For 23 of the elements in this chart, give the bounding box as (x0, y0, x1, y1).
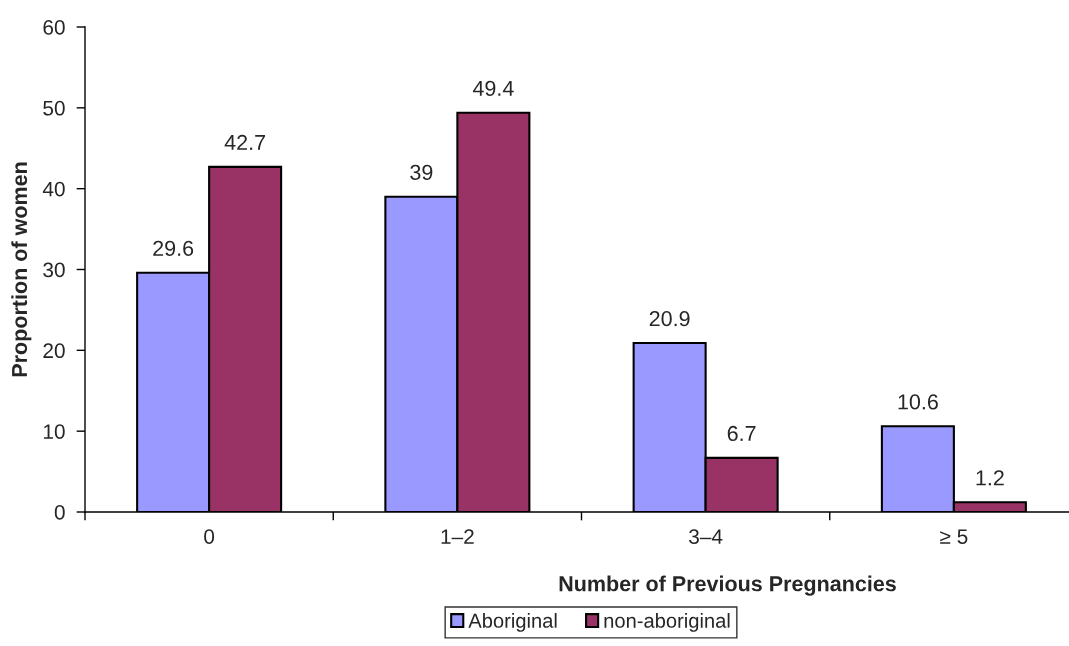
legend-label: non-aboriginal (604, 613, 730, 632)
data-label: 49.4 (472, 80, 514, 96)
y-tick-label: 20 (43, 343, 65, 359)
legend-label: Aboriginal (468, 613, 557, 632)
y-tick-label: 10 (43, 424, 65, 439)
data-label: 42.7 (224, 134, 265, 150)
y-tick-label: 40 (42, 181, 65, 197)
data-label: 1.2 (976, 470, 1004, 486)
data-label: 6.7 (727, 425, 756, 442)
x-tick-label: 1–2 (441, 529, 474, 544)
y-tick-label: 60 (43, 20, 65, 35)
y-tick-label: 30 (43, 262, 65, 278)
y-axis-title: Proportion of women (11, 162, 32, 377)
x-axis-title: Number of Previous Pregnancies (559, 575, 896, 596)
y-tick-label: 0 (54, 505, 65, 520)
x-tick-label: ≥ 5 (940, 529, 968, 544)
data-label: 39 (410, 164, 433, 180)
x-tick-label: 3–4 (689, 529, 723, 544)
data-label: 29.6 (153, 240, 194, 256)
data-label: 10.6 (898, 394, 938, 410)
x-tick-label: 0 (204, 529, 215, 544)
y-tick-label: 50 (43, 100, 65, 116)
data-label: 20.9 (649, 311, 690, 327)
